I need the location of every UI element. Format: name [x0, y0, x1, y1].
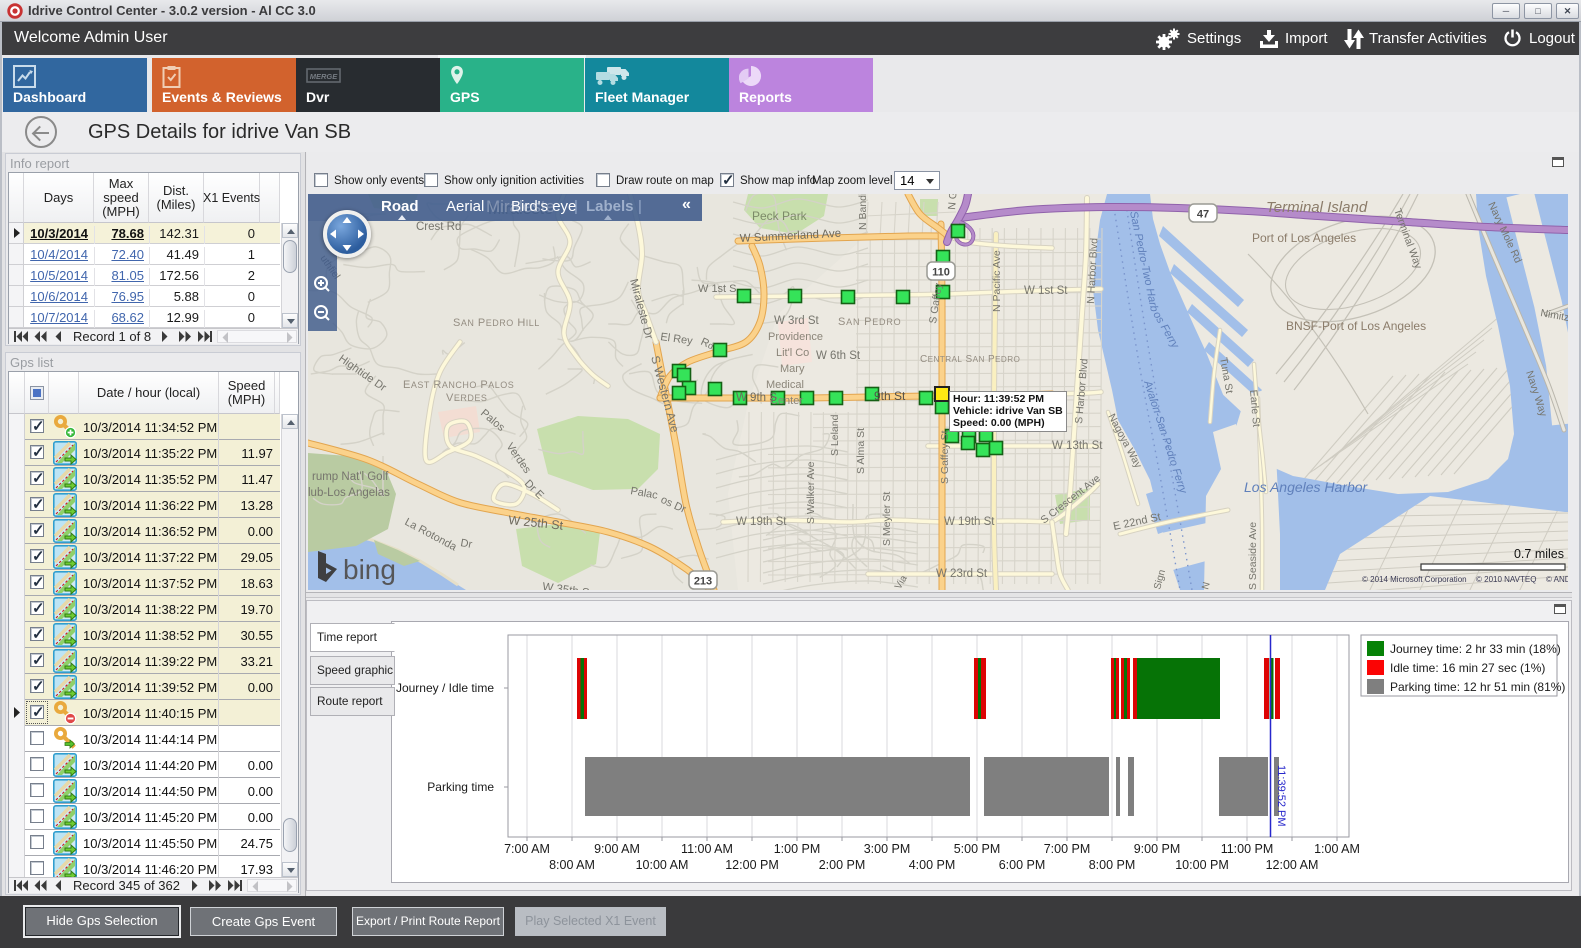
svg-text:Idle time: 16 min 27 sec (1%): Idle time: 16 min 27 sec (1%): [1390, 661, 1545, 675]
svg-text:12:00 PM: 12:00 PM: [725, 858, 779, 872]
svg-text:4:00 PM: 4:00 PM: [909, 858, 956, 872]
svg-text:VERDES: VERDES: [446, 392, 487, 404]
svg-text:11:39:52 PM: 11:39:52 PM: [1275, 765, 1287, 827]
svg-text:7:00 PM: 7:00 PM: [1044, 842, 1091, 856]
svg-text:7:00 AM: 7:00 AM: [504, 842, 550, 856]
svg-text:EAST RANCHO PALOS: EAST RANCHO PALOS: [403, 379, 514, 391]
svg-text:rump Nat'l Golf: rump Nat'l Golf: [312, 471, 389, 483]
svg-text:Medical: Medical: [766, 379, 804, 391]
svg-text:Mary: Mary: [780, 363, 805, 375]
svg-text:N G: N G: [946, 194, 960, 210]
svg-text:Rd: Rd: [699, 336, 716, 352]
svg-text:Via: Via: [893, 573, 910, 590]
svg-text:Lit'l Co: Lit'l Co: [776, 347, 809, 359]
svg-text:Journey / Idle time: Journey / Idle time: [396, 681, 494, 695]
svg-text:N: N: [1200, 581, 1212, 590]
svg-text:Earle St: Earle St: [1247, 389, 1262, 427]
svg-text:© AND: © AND: [1546, 575, 1568, 584]
svg-text:Los Angeles Harbor: Los Angeles Harbor: [1244, 479, 1369, 495]
svg-text:11:00 PM: 11:00 PM: [1221, 842, 1274, 856]
svg-text:3:00 PM: 3:00 PM: [864, 842, 911, 856]
svg-text:Crest Rd: Crest Rd: [416, 221, 461, 233]
svg-text:Journey time: 2 hr 33 min (18%: Journey time: 2 hr 33 min (18%): [1390, 642, 1561, 656]
svg-text:2:00 PM: 2:00 PM: [819, 858, 866, 872]
svg-text:© 2014 Microsoft Corporation: © 2014 Microsoft Corporation: [1362, 575, 1467, 584]
svg-text:MERGE: MERGE: [310, 72, 339, 81]
svg-text:0.7 miles: 0.7 miles: [1514, 547, 1564, 561]
svg-text:Sign: Sign: [1152, 569, 1168, 590]
svg-text:1:00 AM: 1:00 AM: [1314, 842, 1360, 856]
svg-text:El Rey: El Rey: [660, 331, 694, 347]
svg-text:S Alma St: S Alma St: [855, 428, 867, 474]
svg-text:W 35th S: W 35th S: [542, 581, 591, 590]
svg-text:1:00 PM: 1:00 PM: [774, 842, 821, 856]
svg-text:8:00 AM: 8:00 AM: [549, 858, 595, 872]
svg-text:6:00 PM: 6:00 PM: [999, 858, 1046, 872]
svg-text:110: 110: [932, 267, 950, 279]
svg-text:9:00 AM: 9:00 AM: [594, 842, 640, 856]
svg-text:SAN PEDRO: SAN PEDRO: [838, 316, 901, 328]
svg-text:9:00 PM: 9:00 PM: [1134, 842, 1181, 856]
svg-text:Terminal Island: Terminal Island: [1266, 199, 1368, 216]
svg-text:W 3rd St: W 3rd St: [774, 315, 820, 327]
svg-text:© 2010 NAVTEQ: © 2010 NAVTEQ: [1476, 575, 1536, 584]
svg-text:W 19th St: W 19th St: [944, 516, 995, 528]
svg-text:9th St: 9th St: [874, 389, 906, 403]
svg-text:W Summerland Ave: W Summerland Ave: [740, 228, 842, 245]
svg-text:Peck Park: Peck Park: [752, 209, 808, 223]
svg-text:Parking time: Parking time: [427, 780, 494, 794]
svg-text:N Harbor Blvd: N Harbor Blvd: [1085, 238, 1100, 305]
svg-text:S Walker Ave: S Walker Ave: [805, 461, 817, 524]
svg-text:Palac: Palac: [629, 485, 659, 502]
svg-text:5:00 PM: 5:00 PM: [954, 842, 1001, 856]
svg-text:W 1st S: W 1st S: [698, 283, 737, 295]
svg-text:W 1st St: W 1st St: [1024, 285, 1068, 297]
svg-text:Center: Center: [770, 395, 803, 407]
svg-text:10:00 PM: 10:00 PM: [1175, 858, 1229, 872]
svg-text:W 9th S: W 9th S: [736, 392, 777, 404]
svg-text:S Gaffey St: S Gaffey St: [939, 430, 951, 484]
svg-text:W 6th St: W 6th St: [816, 350, 861, 362]
svg-text:8:00 PM: 8:00 PM: [1089, 858, 1136, 872]
svg-text:Dr: Dr: [459, 537, 473, 551]
svg-text:213: 213: [694, 576, 712, 588]
svg-text:Port of Los Angeles: Port of Los Angeles: [1252, 231, 1356, 245]
svg-text:N Pacific Ave: N Pacific Ave: [991, 250, 1003, 312]
svg-text:W 23rd St: W 23rd St: [936, 568, 988, 580]
svg-text:lub-Los Angelas: lub-Los Angelas: [308, 487, 390, 499]
svg-text:47: 47: [1197, 209, 1209, 221]
svg-text:S Harbor Blvd: S Harbor Blvd: [1073, 358, 1091, 424]
svg-text:S Leland: S Leland: [829, 414, 841, 456]
svg-text:10:00 AM: 10:00 AM: [636, 858, 689, 872]
svg-text:S Meyler St: S Meyler St: [881, 492, 893, 546]
svg-text:CENTRAL SAN PEDRO: CENTRAL SAN PEDRO: [920, 354, 1020, 365]
svg-text:W 25th St: W 25th St: [508, 513, 565, 533]
svg-text:bing: bing: [343, 554, 396, 585]
svg-text:SAN PEDRO HILL: SAN PEDRO HILL: [453, 317, 540, 329]
svg-text:11:00 AM: 11:00 AM: [681, 842, 733, 856]
svg-text:Providence: Providence: [768, 331, 823, 343]
svg-text:W 13th St: W 13th St: [1052, 440, 1103, 452]
svg-text:12:00 AM: 12:00 AM: [1266, 858, 1319, 872]
svg-text:W 19th St: W 19th St: [736, 516, 787, 528]
svg-text:N Bandini St: N Bandini St: [857, 194, 869, 230]
svg-text:BNSF-Port of Los Angeles: BNSF-Port of Los Angeles: [1286, 319, 1426, 333]
svg-text:S Seaside Ave: S Seaside Ave: [1247, 522, 1259, 590]
svg-text:Parking time: 12 hr 51 min (81: Parking time: 12 hr 51 min (81%): [1390, 680, 1565, 694]
